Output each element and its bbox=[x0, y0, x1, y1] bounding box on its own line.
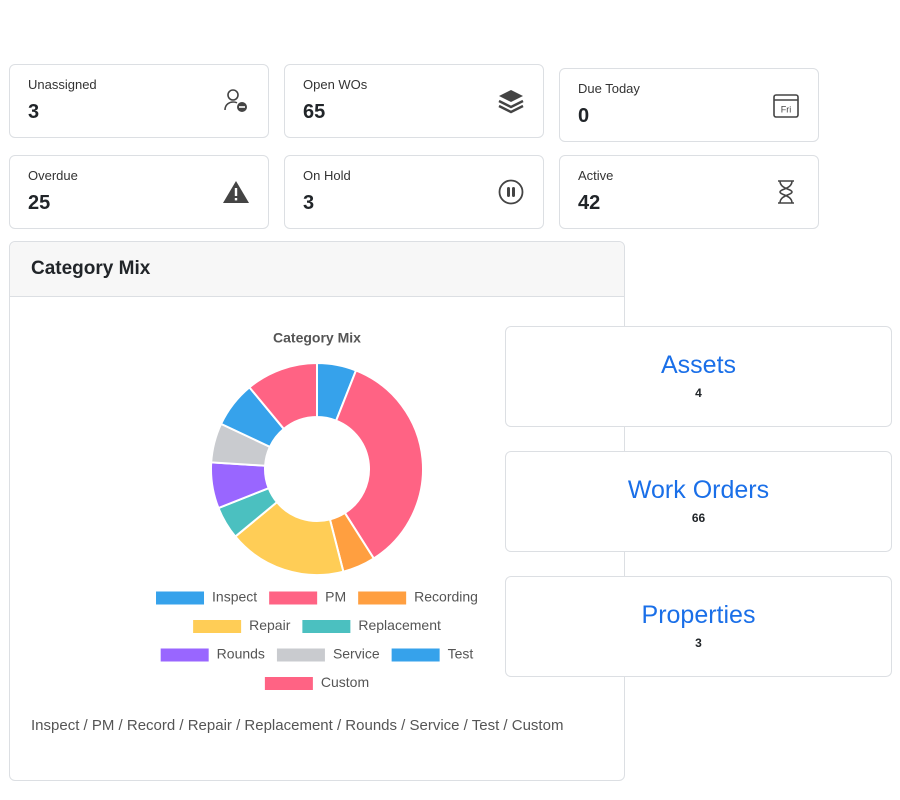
stat-label: Active bbox=[578, 168, 614, 183]
stat-label: Due Today bbox=[578, 81, 640, 96]
legend-label: Rounds bbox=[217, 646, 265, 662]
pause-icon bbox=[498, 179, 524, 205]
stat-value: 65 bbox=[303, 101, 326, 123]
legend-label: Replacement bbox=[358, 617, 441, 633]
legend-swatch bbox=[269, 591, 318, 605]
summary-card[interactable]: Properties 3 bbox=[505, 576, 892, 677]
hourglass-icon bbox=[778, 180, 794, 204]
stat-card[interactable]: Due Today 0 Fri bbox=[559, 68, 819, 142]
summary-card[interactable]: Assets 4 bbox=[505, 326, 892, 427]
warning-icon bbox=[223, 181, 249, 203]
legend-label: PM bbox=[325, 589, 346, 605]
category-panel: Category Mix Category Mix Inspect PM Recor… bbox=[9, 241, 625, 781]
user-icon bbox=[224, 89, 247, 112]
legend-label: Repair bbox=[249, 617, 291, 633]
panel-title: Category Mix bbox=[10, 242, 624, 297]
stat-value: 42 bbox=[578, 192, 601, 214]
stat-value: 3 bbox=[28, 101, 40, 123]
summary-value: 4 bbox=[695, 386, 702, 400]
stat-label: Open WOs bbox=[303, 77, 368, 92]
summary-value: 66 bbox=[691, 511, 706, 525]
legend-label: Service bbox=[333, 646, 380, 662]
stat-label: On Hold bbox=[303, 168, 351, 183]
legend-label: Custom bbox=[321, 674, 369, 690]
legend-swatch bbox=[391, 648, 440, 662]
stat-card[interactable]: Active 42 bbox=[559, 155, 819, 229]
stat-value: 0 bbox=[578, 105, 590, 127]
legend-swatch bbox=[358, 591, 407, 605]
stat-value: 25 bbox=[28, 192, 51, 214]
legend-swatch bbox=[156, 591, 205, 605]
chart-title: Category Mix bbox=[273, 330, 361, 346]
stat-label: Unassigned bbox=[28, 77, 97, 92]
summary-title: Assets bbox=[660, 351, 737, 379]
summary-value: 3 bbox=[695, 636, 702, 650]
stat-card[interactable]: Overdue 25 bbox=[9, 155, 269, 229]
stat-card[interactable]: Open WOs 65 bbox=[284, 64, 544, 138]
stat-card[interactable]: On Hold 3 bbox=[284, 155, 544, 229]
legend-swatch bbox=[160, 648, 209, 662]
legend-swatch bbox=[276, 648, 325, 662]
summary-card[interactable]: Work Orders 66 bbox=[505, 451, 892, 552]
legend-label: Inspect bbox=[212, 589, 257, 605]
legend-swatch bbox=[193, 620, 242, 633]
legend-label: Recording bbox=[414, 589, 478, 605]
calendar-icon: Fri bbox=[773, 94, 799, 118]
stat-label: Overdue bbox=[28, 168, 78, 183]
summary-title: Work Orders bbox=[627, 476, 770, 504]
legend-swatch bbox=[264, 677, 313, 690]
panel-footnote: Inspect / PM / Record / Repair / Replace… bbox=[31, 717, 564, 734]
donut-segment bbox=[334, 369, 424, 560]
stat-card[interactable]: Unassigned 3 bbox=[9, 64, 269, 138]
layers-icon bbox=[498, 90, 524, 114]
summary-title: Properties bbox=[641, 601, 756, 629]
legend-label: Test bbox=[448, 646, 474, 662]
donut-chart: Category Mix Inspect PM Recording Repair Rep… bbox=[156, 330, 478, 690]
calendar-day: Fri bbox=[781, 104, 792, 114]
legend-swatch bbox=[302, 620, 351, 633]
stat-value: 3 bbox=[303, 192, 315, 214]
donut-segment bbox=[248, 361, 318, 431]
